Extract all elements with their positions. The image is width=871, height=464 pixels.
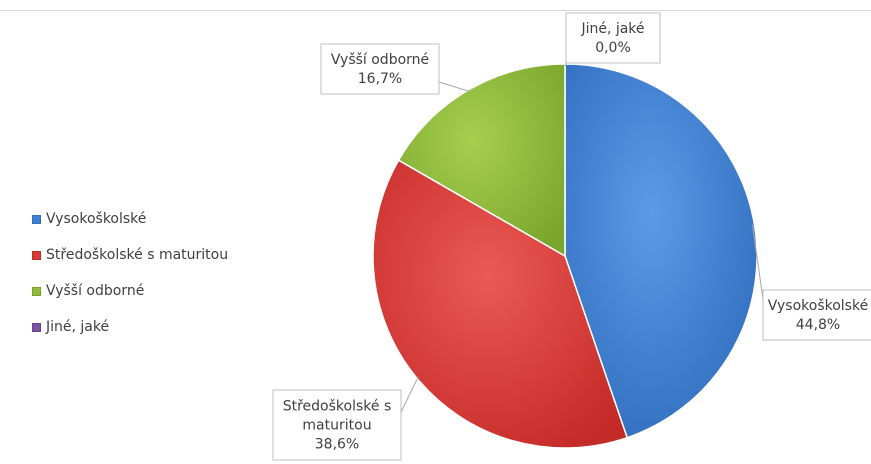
leader-line-2 — [438, 81, 471, 92]
pie-slice-0 — [564, 63, 758, 439]
data-label-3: Jiné, jaké 0,0% — [580, 21, 644, 56]
legend-swatch-3 — [32, 322, 41, 332]
data-label-box-3 — [565, 12, 661, 64]
legend-label: Středoškolské s maturitou — [46, 247, 229, 263]
legend-swatch-0 — [32, 214, 41, 224]
legend-label: Vysokoškolské — [46, 211, 147, 227]
legend-label: Vyšší odborné — [46, 283, 145, 299]
legend: Vysokoškolské Středoškolské s maturitou … — [32, 201, 228, 345]
legend-swatch-2 — [32, 286, 41, 296]
top-rule — [0, 10, 871, 11]
data-label-box-0 — [762, 289, 871, 341]
leader-line-1 — [400, 376, 419, 413]
legend-item: Vysokoškolské — [32, 201, 228, 237]
legend-swatch-1 — [32, 250, 41, 260]
data-label-0: Vysokoškolské 44,8% — [768, 298, 868, 333]
legend-label: Jiné, jaké — [46, 319, 110, 335]
data-label-2: Vyšší odborné 16,7% — [331, 52, 429, 87]
leader-line-0 — [751, 224, 764, 300]
data-label-1: Středoškolské s maturitou 38,6% — [283, 399, 392, 453]
pie-slice-2 — [397, 63, 566, 258]
legend-item: Středoškolské s maturitou — [32, 237, 228, 273]
data-label-box-2 — [320, 43, 440, 95]
pie-slice-1 — [372, 159, 629, 449]
legend-item: Vyšší odborné — [32, 273, 228, 309]
data-label-box-1 — [272, 389, 402, 461]
legend-item: Jiné, jaké — [32, 309, 228, 345]
